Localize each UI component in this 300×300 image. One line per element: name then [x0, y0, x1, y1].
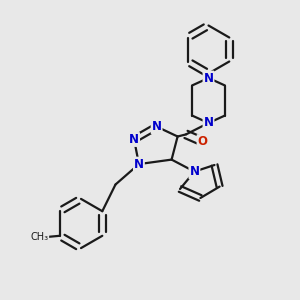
Text: CH₃: CH₃ — [31, 232, 49, 242]
Text: O: O — [197, 135, 208, 148]
Text: N: N — [189, 165, 200, 178]
Text: N: N — [129, 133, 139, 146]
Text: N: N — [134, 158, 144, 171]
Text: N: N — [203, 116, 214, 130]
Text: N: N — [203, 71, 214, 85]
Text: N: N — [152, 120, 162, 133]
